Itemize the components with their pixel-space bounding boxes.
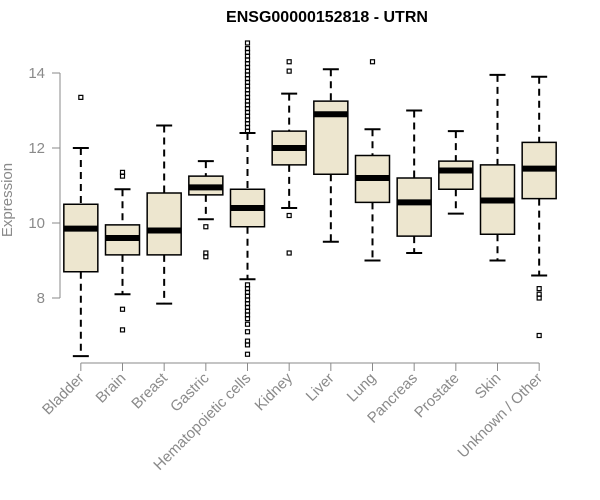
- boxes: [63, 40, 557, 358]
- x-tick-label: Prostate: [411, 370, 463, 422]
- outlier-point: [203, 224, 209, 230]
- outlier-point: [78, 94, 84, 100]
- outlier-point: [203, 254, 209, 260]
- box-lung: [354, 59, 391, 262]
- outlier-point: [244, 40, 251, 46]
- box-kidney: [271, 59, 307, 256]
- box-iqr: [396, 177, 432, 237]
- outlier-point: [244, 351, 251, 357]
- outlier-point: [244, 321, 251, 327]
- x-tick-label: Breast: [128, 369, 171, 412]
- outlier-point: [244, 316, 251, 322]
- y-axis: 8 10 12 14: [28, 65, 61, 307]
- outlier-point: [286, 212, 292, 219]
- outlier-point: [286, 68, 292, 74]
- outlier-point: [536, 286, 542, 292]
- box-iqr: [438, 160, 474, 190]
- outlier-point: [369, 59, 376, 65]
- box-prostate: [438, 130, 474, 215]
- box-bladder: [63, 94, 99, 358]
- x-tick-label: Kidney: [252, 369, 297, 414]
- y-axis-label: Expression: [0, 163, 16, 237]
- x-tick-label: Lung: [344, 370, 380, 406]
- box-breast: [146, 124, 182, 305]
- outlier-point: [244, 329, 251, 335]
- box-brain: [104, 169, 141, 333]
- x-tick-label: Liver: [303, 370, 338, 405]
- chart-title: ENSG00000152818 - UTRN: [226, 9, 428, 26]
- box-hematopoietic-cells: [229, 40, 266, 357]
- y-tick-label: 12: [28, 140, 45, 157]
- outlier-point: [119, 327, 126, 333]
- box-iqr: [146, 192, 182, 256]
- outlier-point: [244, 128, 251, 134]
- outlier-point: [536, 332, 542, 339]
- x-tick-label: Bladder: [39, 370, 88, 419]
- x-tick-label: Skin: [472, 370, 505, 403]
- y-tick-label: 8: [37, 290, 45, 307]
- outlier-point: [286, 250, 292, 256]
- y-tick-label: 14: [28, 65, 45, 82]
- outlier-point: [244, 342, 251, 348]
- box-pancreas: [396, 109, 432, 254]
- outlier-point: [119, 306, 126, 312]
- x-tick-label: Brain: [93, 370, 130, 407]
- box-unknown-other: [521, 75, 557, 339]
- box-liver: [313, 68, 349, 243]
- outlier-point: [119, 169, 126, 175]
- outlier-point: [286, 59, 292, 65]
- outlier-point: [536, 295, 542, 301]
- y-tick-label: 10: [28, 215, 45, 232]
- box-skin: [479, 73, 516, 262]
- box-iqr: [63, 203, 99, 273]
- box-gastric: [188, 160, 224, 260]
